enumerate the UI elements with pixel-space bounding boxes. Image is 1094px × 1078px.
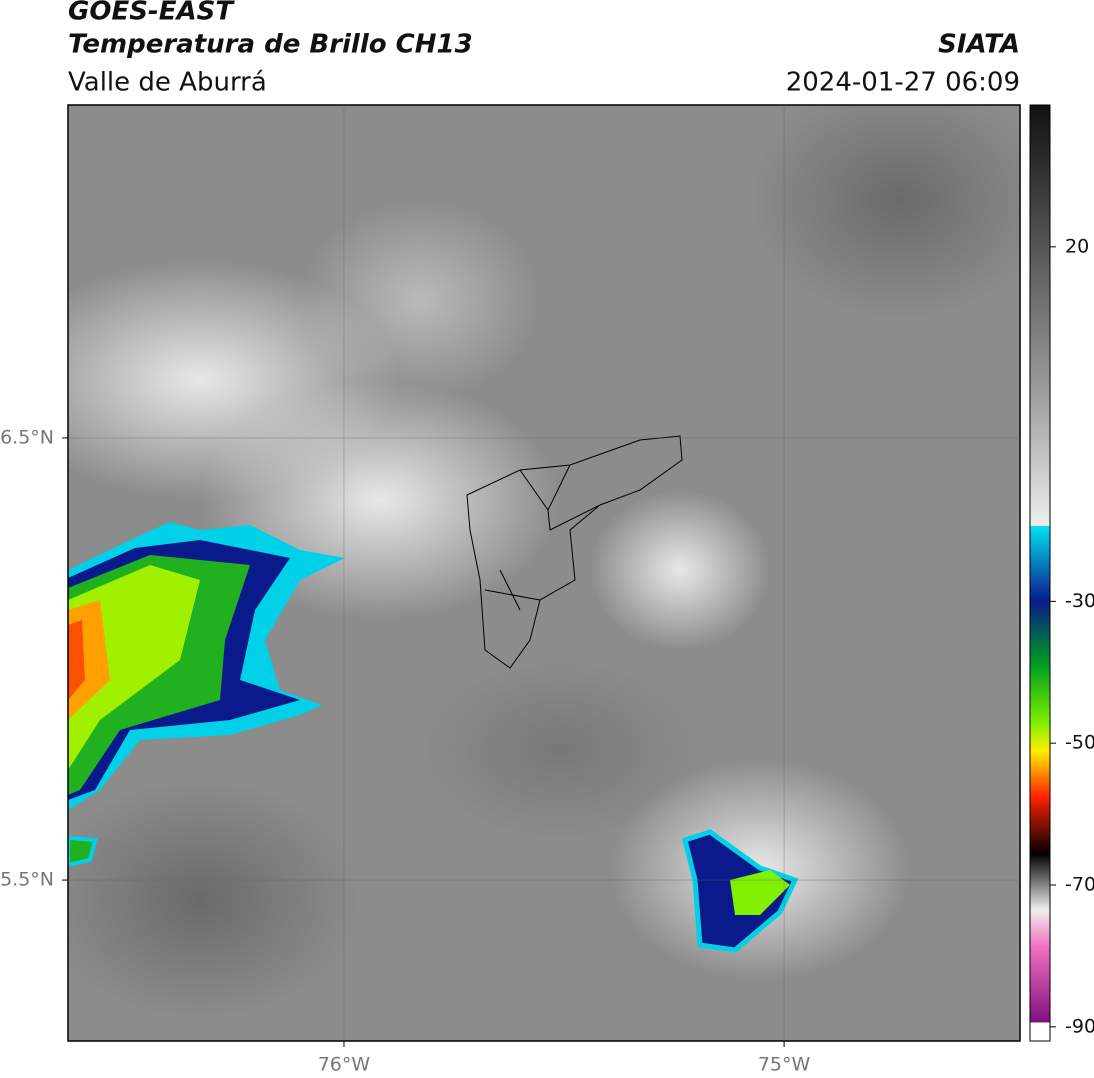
map-image (68, 105, 1020, 1041)
title: GOES-EAST (68, 0, 235, 27)
colorbar-tick-label: -30 (1065, 590, 1094, 612)
colorbar-tick-label: 20 (1065, 235, 1089, 257)
map-frame (67, 104, 1021, 1042)
datetime: 2024-01-27 06:09 (786, 68, 1020, 98)
source: SIATA (938, 30, 1020, 60)
colorbar (1029, 104, 1051, 1042)
region: Valle de Aburrá (68, 68, 267, 98)
subtitle: Temperatura de Brillo CH13 (68, 30, 473, 60)
x-tick-label: 75°W (758, 1054, 811, 1076)
y-tick-label: 5.5°N (0, 869, 54, 891)
x-tick-label: 76°W (318, 1054, 371, 1076)
y-tick-label: 6.5°N (0, 426, 54, 448)
colorbar-tick-label: -70 (1065, 874, 1094, 896)
colorbar-tick-label: -90 (1065, 1015, 1094, 1037)
colorbar-tick-label: -50 (1065, 732, 1094, 754)
